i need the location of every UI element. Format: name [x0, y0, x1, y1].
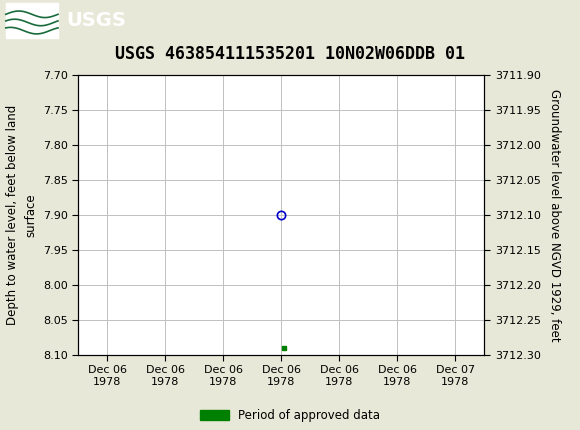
Y-axis label: Groundwater level above NGVD 1929, feet: Groundwater level above NGVD 1929, feet	[548, 89, 561, 341]
Bar	[6, 3, 58, 37]
Legend: Period of approved data: Period of approved data	[200, 409, 380, 422]
Text: USGS 463854111535201 10N02W06DDB 01: USGS 463854111535201 10N02W06DDB 01	[115, 45, 465, 63]
Y-axis label: Depth to water level, feet below land
surface: Depth to water level, feet below land su…	[6, 105, 38, 325]
Text: USGS: USGS	[67, 11, 126, 30]
